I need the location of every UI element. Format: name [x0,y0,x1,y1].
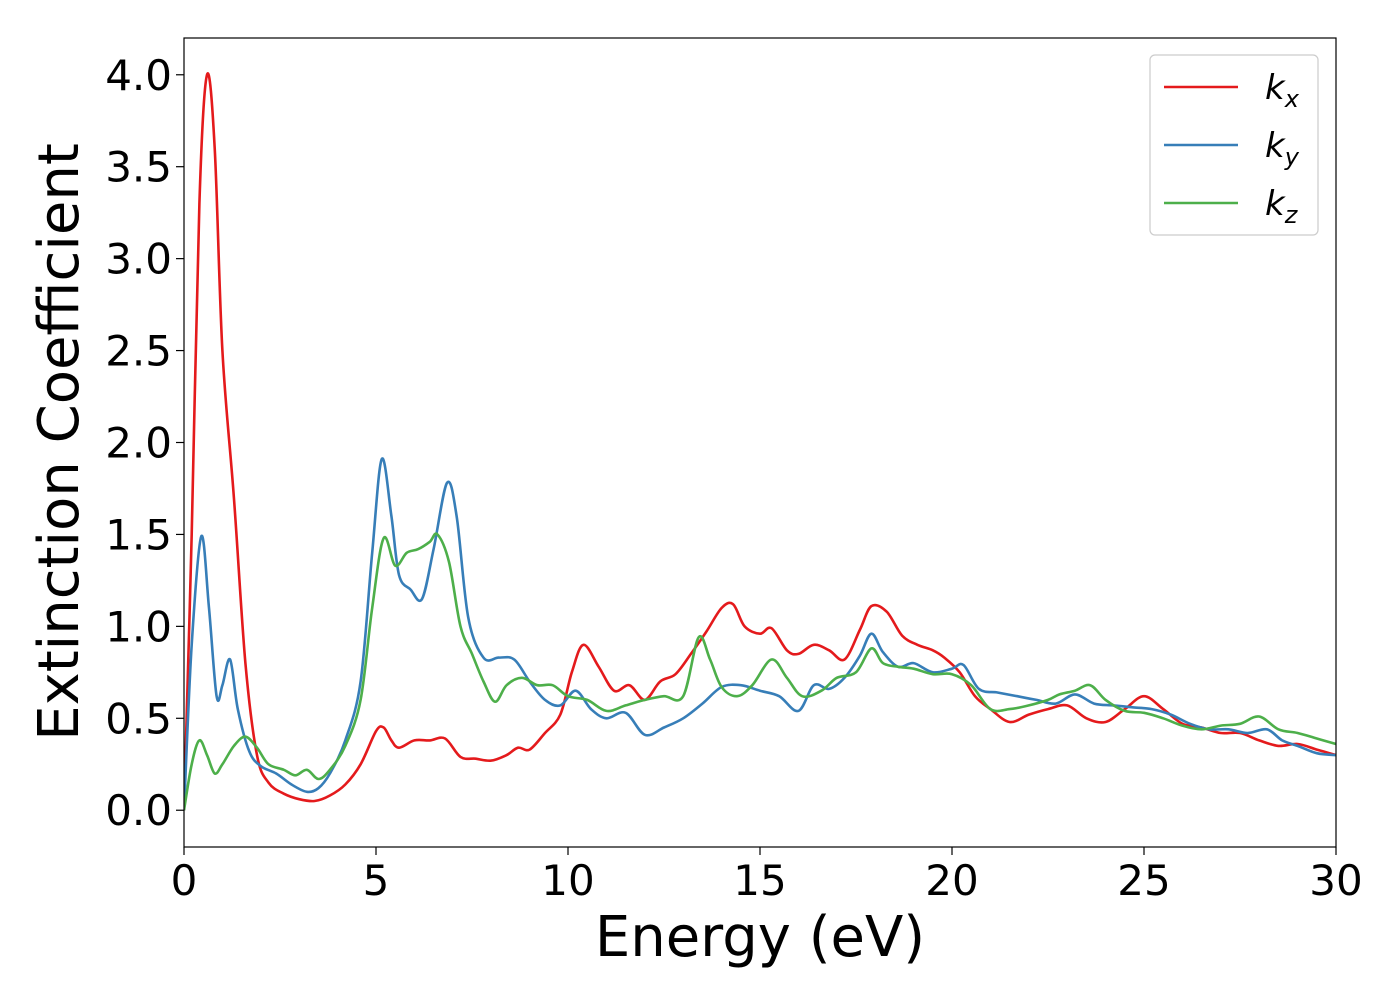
x-tick-label: 20 [925,856,978,905]
series-line-kx [184,72,1336,811]
y-axis-ticks: 0.0 0.5 1.0 1.5 2.0 2.5 3.0 3.5 4.0 [105,51,184,835]
x-tick-label: 30 [1309,856,1362,905]
x-tick-label: 10 [541,856,594,905]
legend-label-ky: ky [1265,126,1300,171]
y-tick-label: 3.5 [105,143,172,192]
y-tick-label: 0.5 [105,694,172,743]
series-layer [184,72,1336,811]
x-tick-label: 25 [1117,856,1170,905]
x-tick-label: 15 [733,856,786,905]
x-tick-label: 0 [171,856,198,905]
y-axis-label: Extinction Coefficient [27,143,92,741]
legend: kx ky kz [1149,54,1319,236]
x-axis-ticks: 0 5 10 15 20 25 30 [171,847,1363,905]
series-line-ky [184,457,1336,811]
y-tick-label: 2.0 [105,419,172,468]
y-tick-label: 0.0 [105,786,172,835]
x-tick-label: 5 [363,856,390,905]
legend-label-kx: kx [1265,68,1300,113]
y-tick-label: 1.5 [105,510,172,559]
y-tick-label: 4.0 [105,51,172,100]
y-tick-label: 2.5 [105,327,172,376]
legend-label-kz: kz [1265,184,1299,229]
y-tick-label: 1.0 [105,602,172,651]
y-tick-label: 3.0 [105,235,172,284]
series-line-kz [184,532,1336,811]
x-axis-label: Energy (eV) [595,905,925,970]
